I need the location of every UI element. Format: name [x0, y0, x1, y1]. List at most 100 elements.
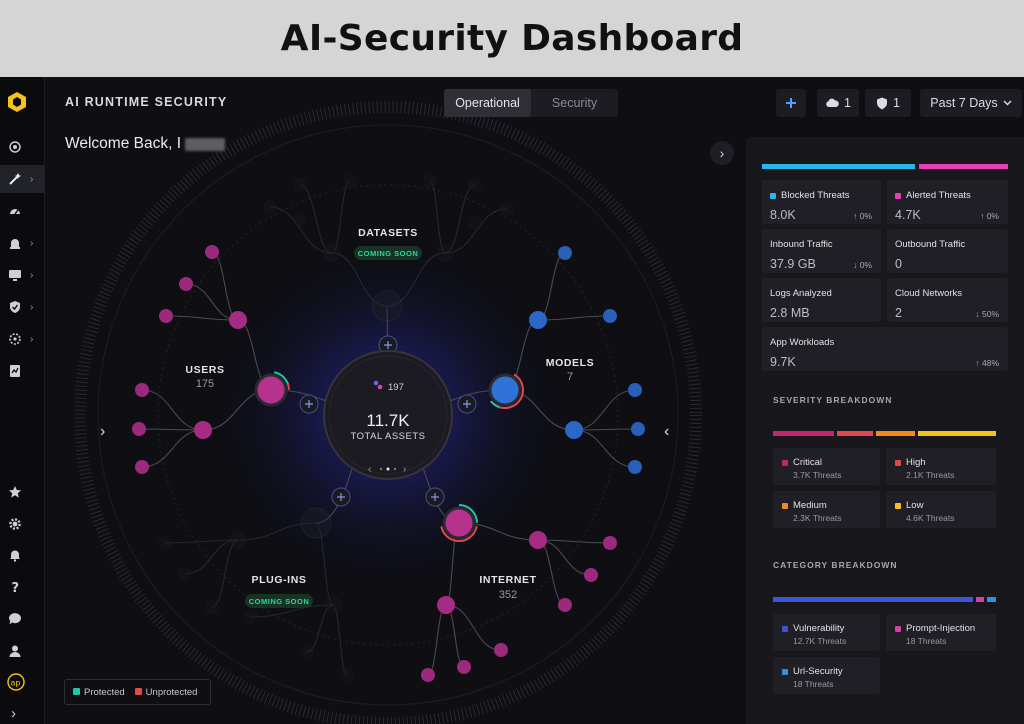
collapse-panel-button[interactable]: ›	[710, 141, 734, 165]
models-node[interactable]	[565, 421, 583, 439]
center-hub[interactable]: 197 11.7K TOTAL ASSETS ‹ ›	[323, 350, 453, 480]
nav-item-overview[interactable]	[0, 133, 45, 161]
nav-item-alerts[interactable]: ›	[0, 229, 45, 257]
tab-operational[interactable]: Operational	[444, 89, 531, 117]
shield-button[interactable]: 1	[865, 89, 911, 117]
category-url-security[interactable]: Url-Security 18 Threats	[773, 657, 880, 694]
nav-item-policies[interactable]: ›	[0, 293, 45, 321]
severity-high-bar	[837, 431, 873, 436]
add-button[interactable]	[776, 89, 806, 117]
users-node[interactable]	[205, 245, 219, 259]
graph-edge	[573, 389, 636, 431]
plugins-badge	[245, 594, 313, 608]
outer-tick-ring	[74, 101, 702, 724]
internet-node[interactable]	[558, 598, 572, 612]
models-node[interactable]	[628, 383, 642, 397]
users-node[interactable]	[132, 422, 146, 436]
stat-alerted-threats[interactable]: Alerted Threats 4.7K ↑ 0%	[887, 180, 1008, 224]
internet-node[interactable]	[603, 536, 617, 550]
models-node[interactable]	[628, 460, 642, 474]
nav-item-favorites[interactable]	[0, 478, 45, 506]
graph-edge	[331, 252, 388, 307]
models-node[interactable]	[529, 311, 547, 329]
severity-medium-bar	[876, 431, 915, 436]
app-logo-icon[interactable]	[6, 91, 28, 113]
cloud-button[interactable]: 1	[817, 89, 859, 117]
stat-blocked-threats[interactable]: Blocked Threats 8.0K ↑ 0%	[762, 180, 881, 224]
users-count: 175	[196, 378, 214, 390]
users-node[interactable]	[194, 421, 212, 439]
internet-node[interactable]	[494, 643, 508, 657]
graph-next-arrow[interactable]: ‹	[664, 423, 669, 440]
users-node[interactable]	[229, 311, 247, 329]
shield-count: 1	[893, 96, 900, 110]
users-node[interactable]	[135, 383, 149, 397]
stat-outbound-traffic[interactable]: Outbound Traffic 0	[887, 229, 1008, 273]
graph-edge	[386, 252, 446, 307]
prev-page-icon[interactable]: ‹	[368, 464, 371, 475]
banner: AI-Security Dashboard	[0, 0, 1024, 77]
asset-graph: 197 11.7K TOTAL ASSETS ‹ › USERS 175 MOD…	[74, 101, 702, 724]
nav-item-reports[interactable]	[0, 357, 45, 385]
models-hub-node[interactable]	[488, 373, 522, 407]
category-url-bar	[987, 597, 996, 602]
tab-security[interactable]: Security	[551, 96, 598, 110]
models-node[interactable]	[631, 422, 645, 436]
users-hub-node[interactable]	[254, 373, 288, 407]
stat-inbound-traffic[interactable]: Inbound Traffic 37.9 GB ↓ 0%	[762, 229, 881, 273]
view-toggle: Operational Security	[444, 89, 618, 117]
nav-item-monitor[interactable]: ›	[0, 261, 45, 289]
internet-hub-node[interactable]	[442, 506, 476, 540]
stat-cloud-networks[interactable]: Cloud Networks 2 ↓ 50%	[887, 278, 1008, 322]
internet-node[interactable]	[437, 596, 455, 614]
next-page-icon[interactable]: ›	[403, 464, 406, 475]
nav-item-ai-security[interactable]: ›	[0, 165, 45, 193]
chevron-right-icon: ›	[30, 333, 34, 345]
chevron-down-icon	[1003, 100, 1012, 106]
nav-item-settings-ops[interactable]: ›	[0, 325, 45, 353]
plus-icon	[384, 341, 392, 349]
users-branch	[132, 245, 290, 474]
plugins-label: PLUG-INS	[252, 574, 307, 586]
stat-logs-analyzed[interactable]: Logs Analyzed 2.8 MB	[762, 278, 881, 322]
internet-node[interactable]	[584, 568, 598, 582]
nav-item-settings[interactable]	[0, 510, 45, 538]
legend-protected: Protected	[73, 687, 125, 698]
category-prompt-injection[interactable]: Prompt-Injection 18 Threats	[886, 614, 996, 651]
severity-medium[interactable]: Medium 2.3K Threats	[773, 491, 880, 528]
plus-icon	[463, 400, 471, 408]
severity-low[interactable]: Low 4.6K Threats	[886, 491, 996, 528]
avatar[interactable]: ap	[0, 668, 45, 696]
severity-critical[interactable]: Critical 3.7K Threats	[773, 448, 880, 485]
graph-edge	[445, 604, 465, 668]
users-node[interactable]	[159, 309, 173, 323]
graph-prev-arrow[interactable]: ›	[100, 423, 105, 440]
nav-item-help[interactable]: ?	[0, 573, 45, 601]
internet-node[interactable]	[529, 531, 547, 549]
nav-item-user[interactable]	[0, 637, 45, 665]
nav-item-notifications[interactable]	[0, 541, 45, 569]
nav-item-dashboard[interactable]	[0, 197, 45, 225]
graph-edge	[164, 539, 239, 544]
nav-item-chat[interactable]	[0, 605, 45, 633]
avatar-icon: ap	[7, 673, 25, 691]
category-vulnerability[interactable]: Vulnerability 12.7K Threats	[773, 614, 880, 651]
cloud-count: 1	[844, 96, 851, 110]
models-node[interactable]	[558, 246, 572, 260]
time-range-select[interactable]: Past 7 Days	[920, 89, 1022, 117]
expand-rail-button[interactable]: ›	[0, 699, 45, 724]
cog-dashed-icon	[9, 333, 21, 345]
users-node[interactable]	[179, 277, 193, 291]
graph-edge	[138, 428, 204, 431]
stat-app-workloads[interactable]: App Workloads 9.7K ↑ 48%	[762, 327, 1008, 371]
cloud-icon	[826, 98, 839, 107]
severity-high[interactable]: High 2.1K Threats	[886, 448, 996, 485]
graph-edge	[444, 208, 508, 254]
models-node[interactable]	[603, 309, 617, 323]
blocked-threats-bar	[762, 164, 915, 169]
users-node[interactable]	[135, 460, 149, 474]
graph-edge	[332, 604, 348, 676]
internet-node[interactable]	[421, 668, 435, 682]
internet-node[interactable]	[457, 660, 471, 674]
banner-title: AI-Security Dashboard	[280, 18, 744, 59]
